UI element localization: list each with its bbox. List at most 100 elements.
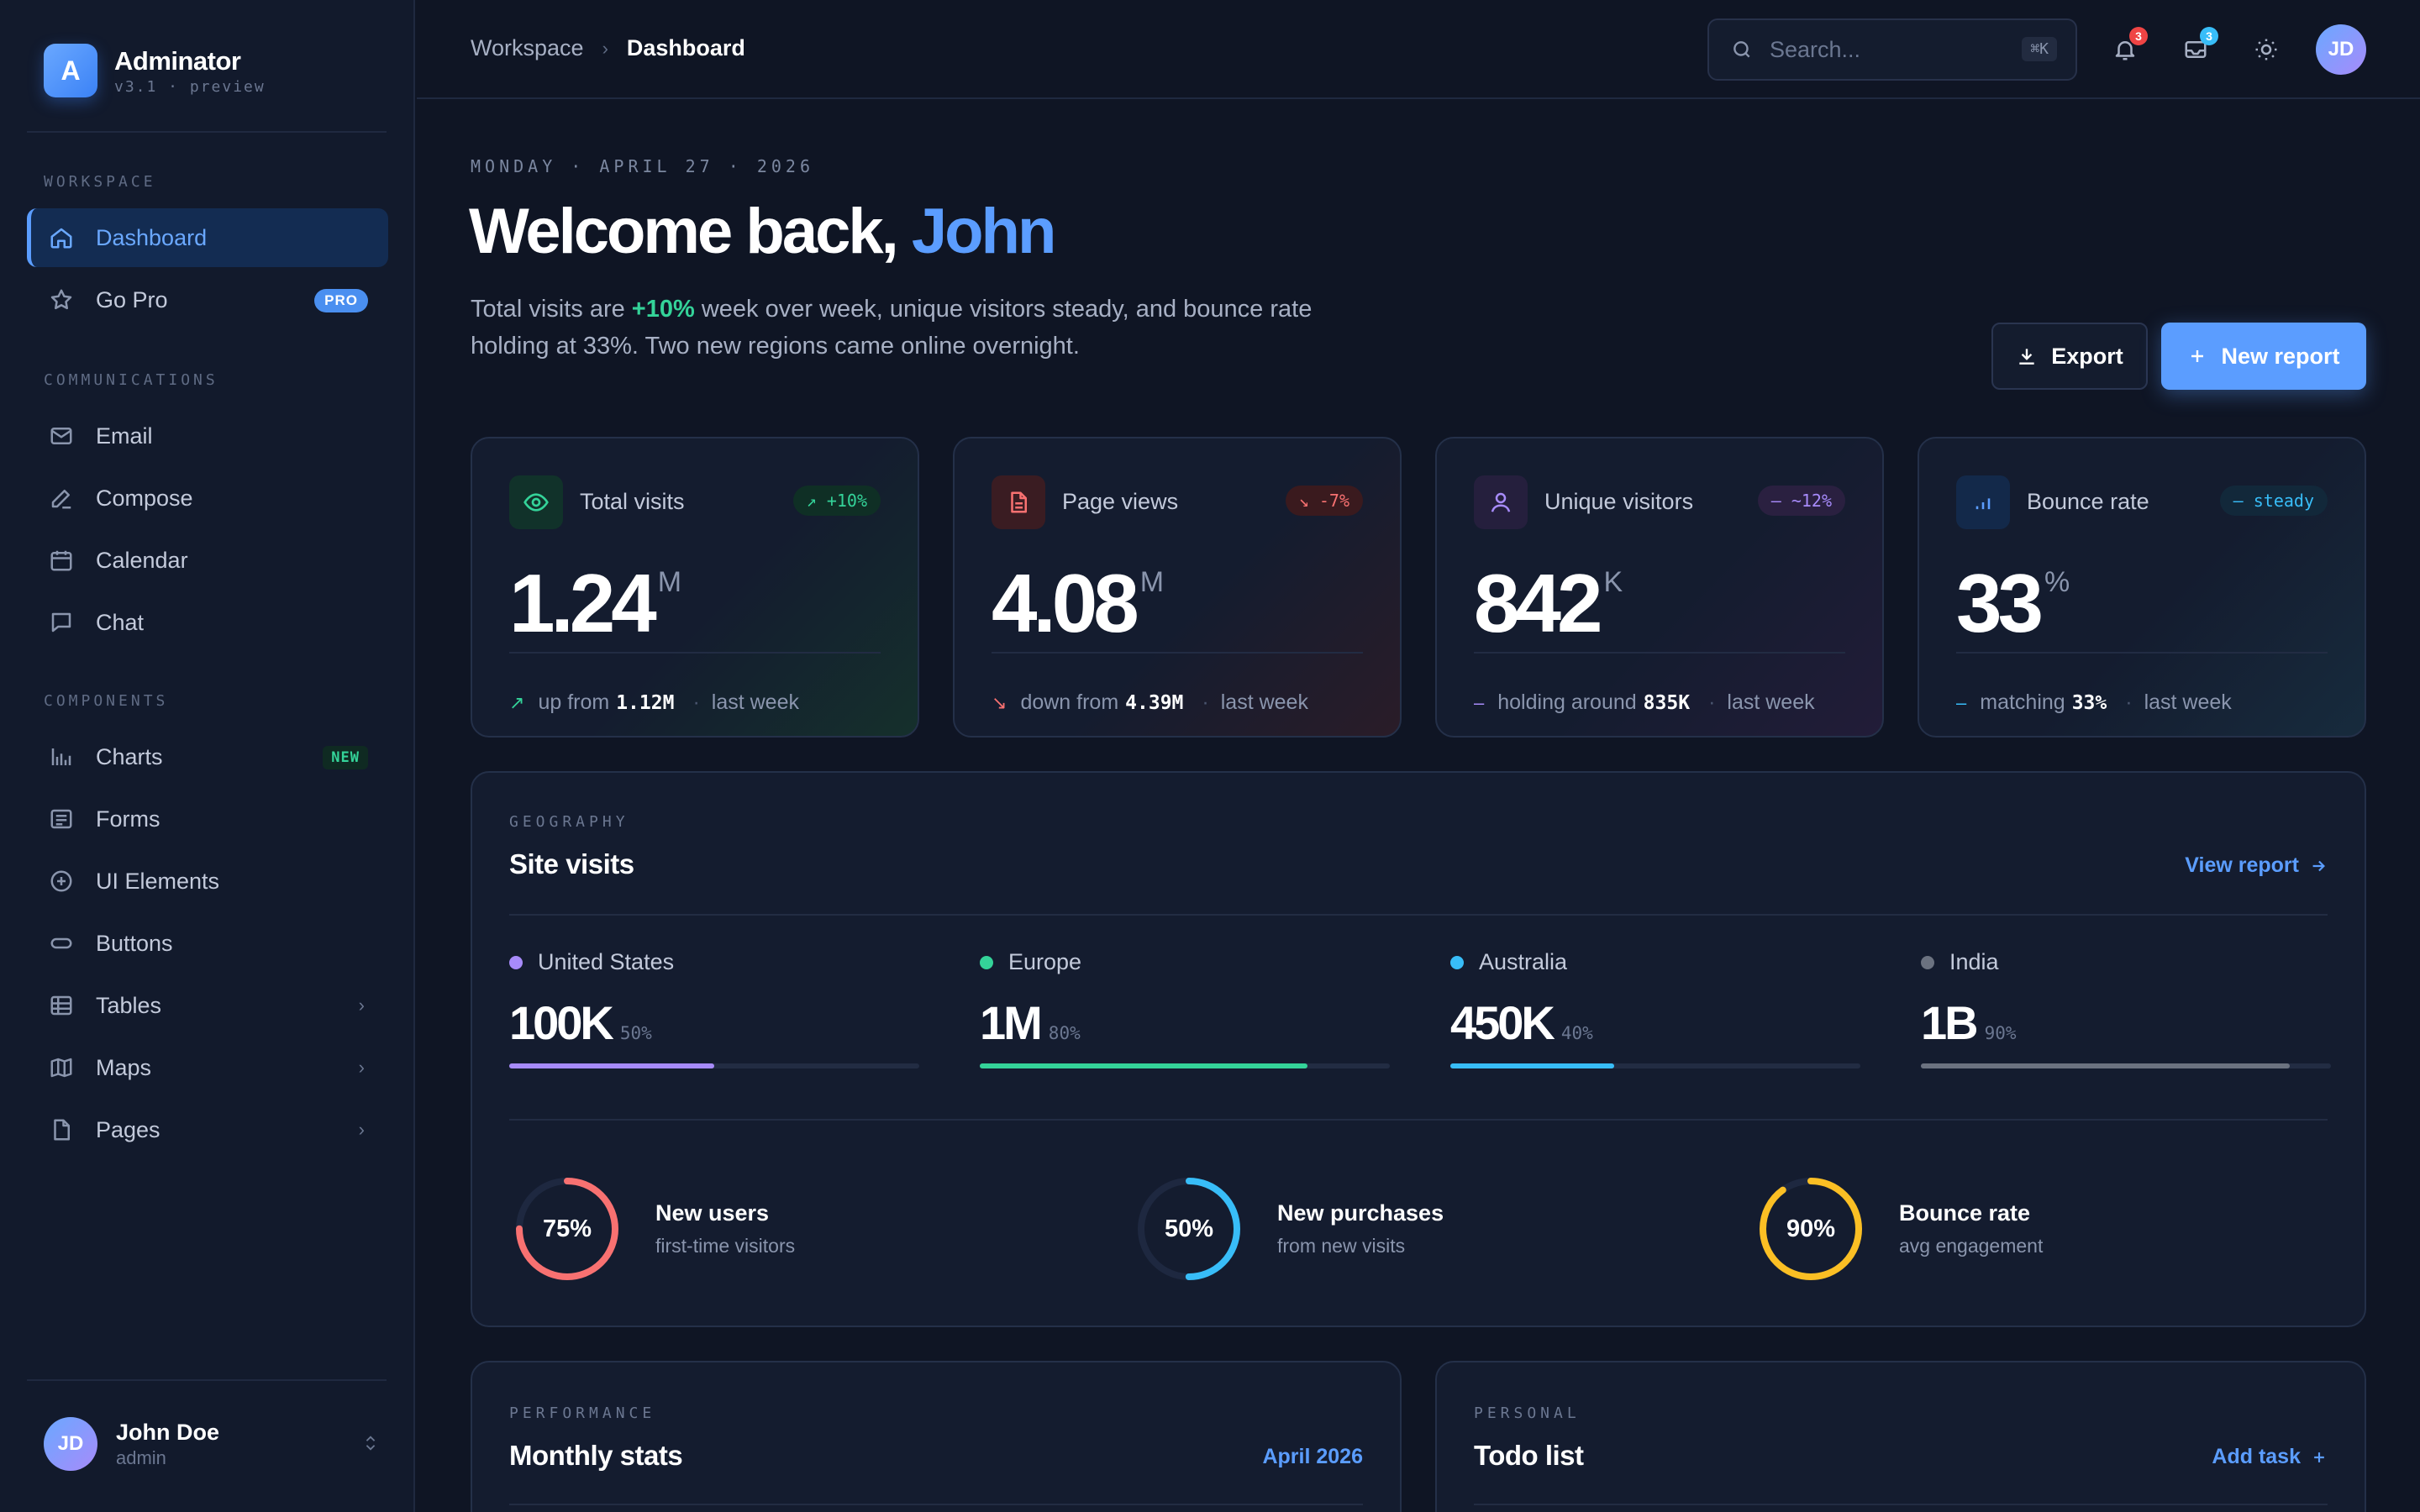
dash-icon: –: [1956, 691, 1967, 713]
ring-percent: 90%: [1786, 1215, 1836, 1242]
notifications-button[interactable]: 3: [2106, 27, 2148, 69]
ring-percent: 50%: [1164, 1215, 1214, 1242]
ring-gauge: 50%: [1134, 1174, 1244, 1284]
sidebar-item-forms[interactable]: Forms: [27, 790, 388, 848]
stat-value-unit: M: [1139, 566, 1165, 598]
section-label: GEOGRAPHY: [509, 813, 629, 831]
intro-text: Total visits are +10% week over week, un…: [471, 291, 1395, 365]
messages-count: 3: [2200, 27, 2218, 45]
messages-button[interactable]: 3: [2176, 27, 2218, 69]
user-role: admin: [116, 1446, 166, 1468]
stat-card-unique-visitors[interactable]: Unique visitors – ~12% 842 K – holding ar…: [1435, 437, 1884, 738]
stat-card-page-views[interactable]: Page views ↘ -7% 4.08 M ↘ down from 4.39M…: [953, 437, 1402, 738]
region-name: India: [1949, 949, 1999, 974]
region-india: India 1B 90%: [1921, 949, 2331, 1068]
ring-gauge: 75%: [513, 1174, 622, 1284]
avatar[interactable]: JD: [2316, 24, 2366, 75]
card-divider: [1474, 1504, 2328, 1505]
export-label: Export: [2051, 343, 2123, 369]
search-icon: [1731, 39, 1753, 60]
sidebar-item-charts[interactable]: Charts NEW: [27, 727, 388, 786]
region-value: 100K: [509, 996, 614, 1049]
mail-icon: [47, 422, 76, 450]
region-value: 1M: [980, 996, 1043, 1049]
ring-subtitle: from new visits: [1277, 1235, 1406, 1257]
brand[interactable]: A Adminator v3.1 · preview: [44, 44, 266, 97]
stat-card-bounce-rate[interactable]: Bounce rate – steady 33% – matching 33% …: [1918, 437, 2366, 738]
pro-badge: PRO: [314, 289, 368, 312]
sidebar-item-buttons[interactable]: Buttons: [27, 914, 388, 973]
sidebar-divider: [27, 1379, 387, 1381]
stat-value-number: 1.24: [509, 557, 657, 649]
sidebar-item-label: Pages: [96, 1116, 160, 1142]
region-europe: Europe 1M 80%: [980, 949, 1390, 1068]
sidebar-item-tables[interactable]: Tables ›: [27, 976, 388, 1035]
region-value: 1B: [1921, 996, 1979, 1049]
table-icon: [47, 991, 76, 1020]
file-icon: [47, 1116, 76, 1144]
sidebar-item-label: Compose: [96, 485, 193, 511]
view-report-link[interactable]: View report: [2185, 853, 2328, 878]
welcome-name: John: [911, 196, 1057, 267]
sidebar-item-go-pro[interactable]: Go Pro PRO: [27, 270, 388, 329]
section-label: PERFORMANCE: [509, 1404, 656, 1422]
sidebar-item-email[interactable]: Email: [27, 407, 388, 465]
sidebar-item-ui-elements[interactable]: UI Elements: [27, 852, 388, 911]
sidebar-item-pages[interactable]: Pages ›: [27, 1100, 388, 1159]
sidebar-item-label: Email: [96, 423, 153, 449]
add-task-button[interactable]: Add task: [2212, 1445, 2328, 1469]
stat-footer-value: 33%: [2071, 691, 2107, 714]
plus-circle-icon: [47, 867, 76, 895]
region-dot: [1450, 955, 1464, 969]
breadcrumb-workspace[interactable]: Workspace: [471, 35, 584, 60]
region-name: Europe: [1008, 949, 1082, 974]
bar-chart-icon: [47, 743, 76, 771]
stat-value-unit: M: [657, 566, 682, 598]
region-name: Australia: [1479, 949, 1568, 974]
stat-divider: [1474, 652, 1845, 654]
stat-footer: ↘ down from 4.39M · last week: [992, 690, 1308, 714]
section-label: PERSONAL: [1474, 1404, 1581, 1422]
stat-footer-value: 835K: [1643, 691, 1691, 714]
sidebar-item-chat[interactable]: Chat: [27, 593, 388, 652]
stat-divider: [509, 652, 881, 654]
new-report-button[interactable]: New report: [2161, 323, 2366, 390]
search-input[interactable]: Search... ⌘K: [1707, 18, 2077, 81]
stat-value-unit: K: [1603, 566, 1623, 598]
stat-label: Bounce rate: [2027, 489, 2149, 514]
export-button[interactable]: Export: [1991, 323, 2148, 390]
region-name: United States: [538, 949, 675, 974]
card-divider: [509, 1504, 1363, 1505]
month-selector[interactable]: April 2026: [1262, 1445, 1363, 1468]
sidebar-item-maps[interactable]: Maps ›: [27, 1038, 388, 1097]
intro-before: Total visits are: [471, 296, 632, 323]
stat-value-number: 33: [1956, 557, 2044, 649]
chevron-right-icon: ›: [358, 1057, 365, 1078]
trend-badge: ↘ -7%: [1285, 486, 1363, 516]
user-menu[interactable]: JD John Doe admin: [44, 1417, 380, 1471]
breadcrumb: Workspace › Dashboard: [471, 35, 745, 61]
ring-bounce-rate: 90% Bounce rate avg engagement: [1756, 1174, 2043, 1284]
region-united-states: United States 100K 50%: [509, 949, 919, 1068]
notifications-count: 3: [2129, 27, 2148, 45]
breadcrumb-dashboard: Dashboard: [626, 35, 745, 60]
sidebar: A Adminator v3.1 · preview WORKSPACE Das…: [0, 0, 415, 1512]
trend-badge: ↗ +10%: [792, 486, 881, 516]
sidebar-item-calendar[interactable]: Calendar: [27, 531, 388, 590]
sidebar-item-compose[interactable]: Compose: [27, 469, 388, 528]
search-placeholder: Search...: [1770, 36, 1861, 62]
theme-toggle[interactable]: [2247, 30, 2286, 69]
stat-card-total-visits[interactable]: Total visits ↗ +10% 1.24 M ↗ up from 1.12…: [471, 437, 919, 738]
ring-percent: 75%: [542, 1215, 592, 1242]
intro-highlight: +10%: [631, 296, 695, 323]
home-icon: [47, 223, 76, 252]
region-progress-fill: [980, 1063, 1308, 1068]
stat-footer-pre: matching: [1980, 690, 2065, 714]
sidebar-item-dashboard[interactable]: Dashboard: [27, 208, 388, 267]
region-progress-track: [1450, 1063, 1860, 1068]
button-icon: [47, 929, 76, 958]
chat-icon: [47, 608, 76, 637]
sidebar-item-label: Forms: [96, 806, 160, 832]
card-divider: [509, 1119, 2328, 1121]
ring-gauge: 90%: [1756, 1174, 1865, 1284]
